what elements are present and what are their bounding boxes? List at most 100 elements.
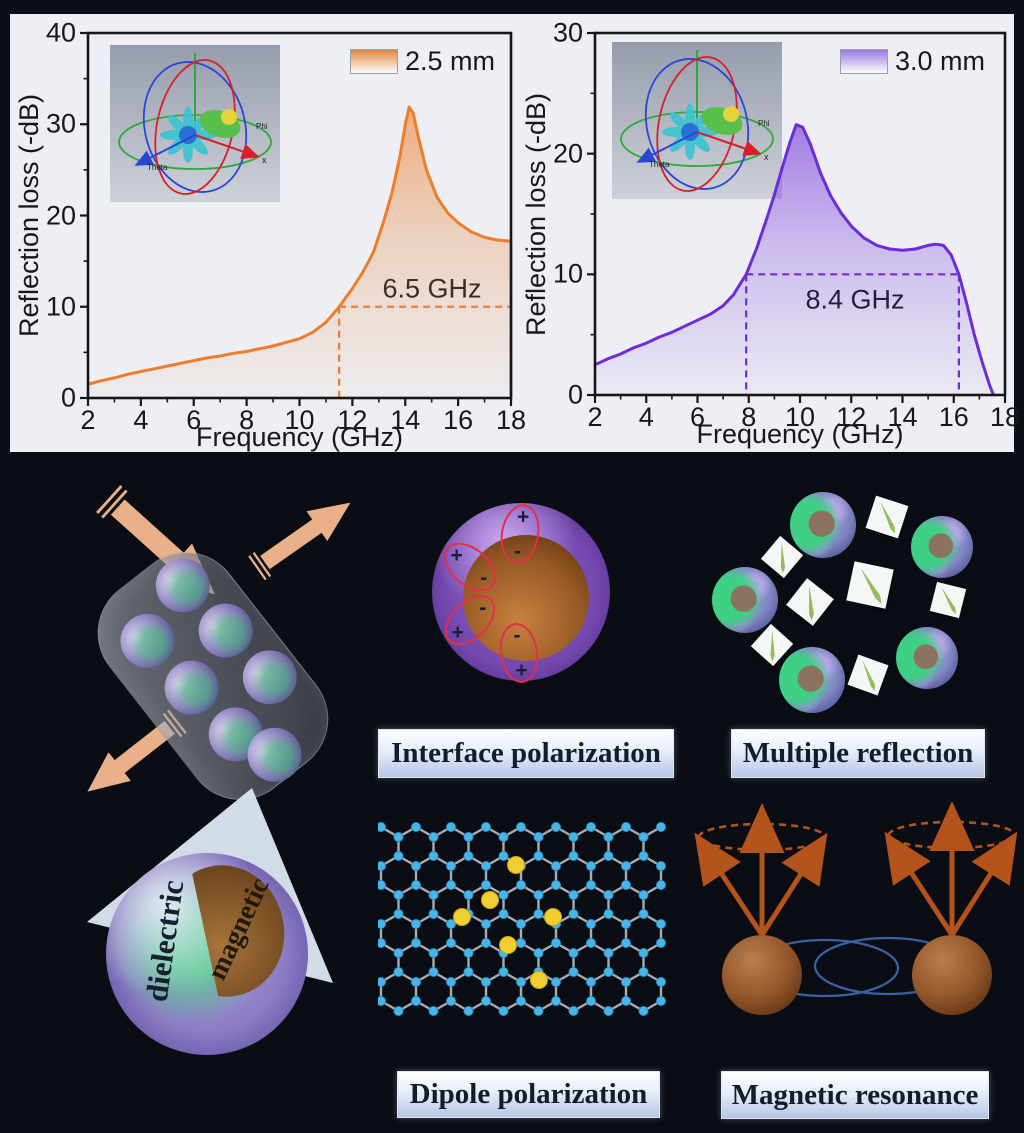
legend: 3.0 mm	[839, 46, 985, 77]
curve-fill	[595, 124, 994, 395]
y-tick-label: 20	[552, 138, 583, 169]
x-axis-label: Frequency (GHz)	[696, 419, 904, 449]
x-tick-label: 6	[186, 405, 202, 435]
y-tick-label: 30	[45, 108, 76, 139]
theta-label: Theta	[147, 163, 168, 172]
dopant-atom	[453, 908, 471, 926]
dielectric-label: dielectric	[138, 877, 191, 1004]
x-tick-label: 6	[689, 402, 706, 432]
x-tick-label: 10	[284, 405, 315, 435]
rl-curve	[594, 123, 995, 396]
x-tick-label: 14	[887, 402, 918, 432]
reflection-square	[929, 581, 967, 619]
x-label: x	[764, 152, 769, 162]
reflection-arrow-icon	[780, 542, 786, 574]
legend: 2.5 mm	[349, 46, 495, 77]
microsphere	[712, 567, 778, 633]
x-tick-label: 14	[390, 405, 421, 435]
y-tick-label: 0	[60, 382, 76, 413]
microsphere	[911, 516, 973, 578]
phi-label: Phi	[256, 122, 268, 131]
legend-swatch-2.5mm	[349, 49, 398, 74]
x-tick-label: 10	[784, 402, 816, 432]
magnetic-sphere	[912, 935, 992, 1015]
reflection-arrow-icon	[809, 585, 814, 621]
x-tick-label: 4	[638, 402, 654, 432]
magnetic-sphere	[722, 935, 802, 1015]
magnetic-resonance-label: Magnetic resonance	[721, 1071, 989, 1119]
interface-polarization-sphere: + - + - - + - +	[432, 501, 610, 686]
microsphere	[896, 627, 958, 689]
plot-spines	[86, 31, 513, 400]
minus-sign: -	[513, 539, 521, 563]
precession-cones	[694, 801, 1018, 937]
reflected-wave-arrow-icon	[243, 484, 367, 590]
y-tick-label: 20	[45, 200, 76, 230]
reflection-arrow-icon	[941, 586, 957, 615]
blue-circle	[142, 61, 248, 193]
blue-circle	[644, 58, 750, 190]
x-tick-label: 12	[337, 405, 368, 435]
dopant-atom	[499, 936, 517, 954]
reflection-arrow-icon	[862, 660, 875, 692]
radiation-lobes	[662, 104, 743, 160]
plot-spines	[593, 31, 1007, 397]
curve-fill	[88, 106, 511, 399]
plot-area	[587, 31, 1007, 403]
dopant-atom	[530, 971, 548, 989]
rl-curve	[87, 105, 512, 386]
dopant-atom	[481, 891, 499, 909]
x-label: x	[262, 155, 267, 165]
plus-sign: +	[450, 544, 463, 568]
reflection-arrow-icon	[770, 630, 775, 662]
dopant-atom	[544, 908, 562, 926]
x-axis-arrow	[194, 134, 260, 160]
y-tick-label: 10	[552, 258, 583, 289]
y-tick-label: 40	[45, 17, 76, 48]
reflection-arrow-icon	[860, 567, 882, 604]
interface-polarization-label: Interface polarization	[378, 729, 674, 778]
plot-area	[80, 31, 513, 406]
radiation-pattern-inset: x Phi Theta	[110, 45, 280, 202]
phi-circle	[118, 114, 272, 170]
reflection-square	[786, 578, 834, 626]
minus-sign: -	[513, 624, 521, 648]
reflection-square	[760, 535, 804, 579]
reflection-arrow-icon	[880, 501, 895, 534]
core-shell-sphere: dielectric magnetic	[106, 853, 308, 1055]
phi-circle	[620, 111, 774, 167]
plus-sign: +	[516, 505, 530, 529]
x-tick-label: 16	[938, 402, 969, 432]
x-tick-label: 8	[741, 402, 757, 432]
theta-arrow	[636, 131, 698, 163]
x-tick-label: 2	[80, 405, 96, 435]
theta-label: Theta	[649, 160, 670, 169]
dopant-atom	[507, 856, 525, 874]
theta-arrow	[134, 134, 196, 166]
plus-sign: +	[451, 620, 464, 644]
reflection-loss-charts-panel: Reflection loss (-dB) Frequency (GHz) 2.…	[10, 14, 1021, 453]
dipole-polarization-label: Dipole polarization	[397, 1071, 660, 1118]
reflection-square	[846, 561, 894, 609]
microsphere	[779, 647, 845, 713]
lattice-atoms	[378, 822, 666, 1016]
minus-sign: -	[478, 596, 486, 620]
interface-core	[463, 535, 589, 661]
chart-reflection-loss-3.0mm: Reflection loss (-dB) Frequency (GHz) 3.…	[522, 18, 1021, 450]
reflection-square	[847, 654, 889, 696]
y-tick-label: 30	[552, 17, 583, 48]
minus-sign: -	[479, 566, 487, 590]
x-tick-label: 18	[495, 405, 527, 435]
x-tick-label: 8	[239, 405, 255, 435]
x-tick-label: 4	[133, 405, 149, 435]
y-axis-label: Reflection loss (-dB)	[521, 92, 552, 336]
x-tick-label: 18	[989, 402, 1021, 432]
phi-label: Phi	[758, 119, 770, 128]
plus-sign: +	[515, 658, 528, 682]
reflection-square	[750, 623, 794, 667]
radiation-pattern-inset: x Phi Theta	[612, 42, 782, 199]
legend-swatch-3.0mm	[839, 49, 888, 74]
chart-reflection-loss-2.5mm: Reflection loss (-dB) Frequency (GHz) 2.…	[15, 18, 527, 453]
graphene-lattice	[378, 822, 666, 1016]
